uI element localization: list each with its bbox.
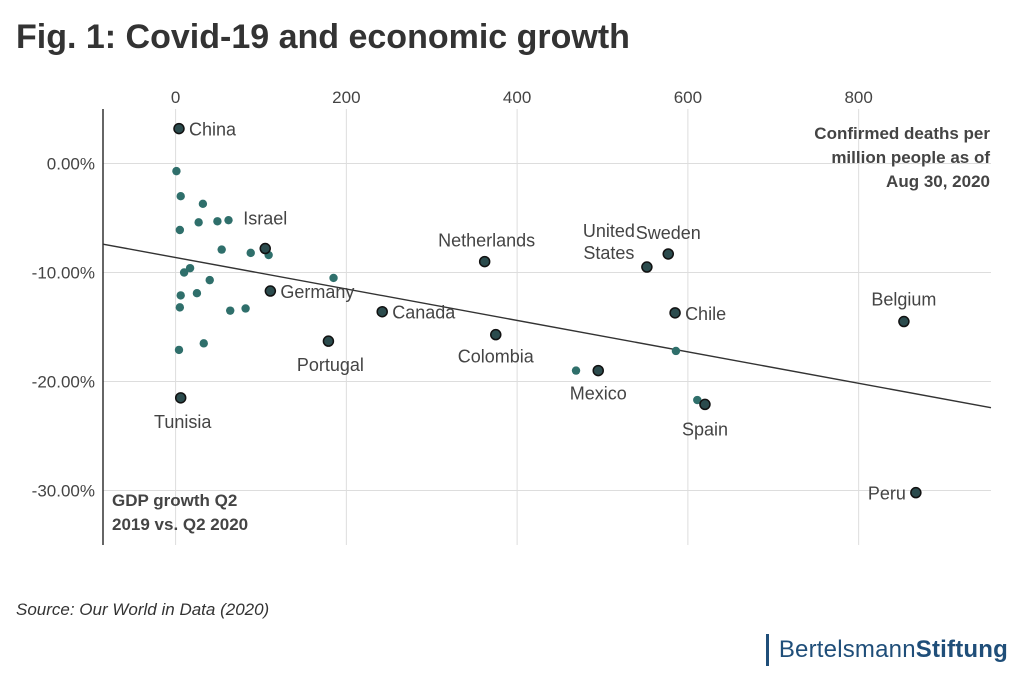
- data-point: [205, 275, 214, 285]
- data-point-highlighted: [173, 122, 185, 135]
- x-tick-label: 200: [332, 88, 360, 107]
- data-point-highlighted: [322, 335, 335, 347]
- data-point: [172, 166, 181, 176]
- data-point-highlighted: [264, 285, 277, 297]
- data-point: [199, 339, 208, 348]
- point-label-line: Chile: [685, 304, 726, 324]
- data-point: [185, 263, 195, 273]
- point-label: Belgium: [871, 290, 936, 310]
- point-label-line: Netherlands: [438, 231, 535, 251]
- data-point-highlighted: [910, 486, 922, 499]
- trendline: [102, 243, 992, 409]
- data-point-highlighted: [478, 255, 491, 268]
- data-point: [194, 218, 203, 227]
- point-label-line: Mexico: [570, 384, 627, 404]
- point-label-line: Israel: [243, 209, 287, 229]
- brand-part-1: Bertelsmann: [778, 636, 916, 663]
- x-axis-title-line: million people as of: [831, 148, 990, 167]
- source-note: Source: Our World in Data (2020): [16, 600, 270, 619]
- point-label: China: [189, 120, 237, 140]
- y-tick-label: 0.00%: [47, 155, 95, 174]
- point-labels: China Israel Germany Portugal Tunisia Netherl…: [154, 120, 936, 504]
- data-point-highlighted: [641, 261, 653, 273]
- y-tick-label: -30.00%: [32, 482, 95, 501]
- data-point-highlighted: [669, 307, 681, 319]
- y-tick-label: -10.00%: [32, 264, 95, 283]
- y-axis-title-line: 2019 vs. Q2 2020: [112, 515, 248, 534]
- brand-bar: [765, 634, 769, 666]
- data-point: [241, 304, 250, 313]
- point-label: Sweden: [636, 223, 701, 243]
- data-point: [198, 199, 208, 209]
- point-label: Israel: [243, 209, 287, 229]
- x-axis-title-line: Aug 30, 2020: [886, 172, 990, 191]
- data-point-highlighted: [699, 398, 711, 411]
- point-label-line: States: [583, 243, 634, 263]
- point-label-line: Spain: [682, 419, 728, 439]
- data-point: [213, 217, 222, 226]
- data-point: [174, 345, 184, 355]
- data-point: [217, 245, 226, 254]
- point-label-line: Germany: [280, 282, 354, 302]
- x-tick-label: 800: [844, 88, 872, 107]
- brand-logo: BertelsmannStiftung: [765, 634, 1008, 666]
- data-point: [329, 273, 338, 283]
- data-point: [571, 366, 581, 375]
- gridlines: [103, 109, 991, 545]
- data-point: [176, 291, 185, 300]
- point-label-line: Belgium: [871, 290, 936, 310]
- data-point-highlighted: [490, 328, 502, 341]
- point-label-line: China: [189, 120, 237, 140]
- point-label-line: Sweden: [636, 223, 701, 243]
- data-point-highlighted: [592, 364, 604, 377]
- data-point-highlighted: [376, 305, 388, 318]
- data-point-highlighted: [898, 315, 910, 328]
- chart-title: Fig. 1: Covid-19 and economic growth: [16, 18, 630, 56]
- brand-text: BertelsmannStiftung: [779, 636, 1008, 664]
- data-point: [179, 268, 189, 277]
- x-tick-label: 400: [503, 88, 531, 107]
- point-label: Germany: [280, 282, 354, 302]
- data-point: [246, 248, 255, 258]
- point-label-line: Portugal: [297, 355, 364, 375]
- point-label-line: Tunisia: [154, 412, 212, 432]
- axis-titles: Confirmed deaths per million people as of…: [112, 124, 990, 534]
- data-point: [226, 306, 235, 315]
- point-label: Peru: [868, 484, 906, 504]
- point-label: Canada: [392, 303, 456, 323]
- data-point: [176, 192, 185, 201]
- x-tick-label: 600: [674, 88, 702, 107]
- data-point-highlighted: [259, 242, 271, 255]
- point-label: United States: [583, 221, 635, 263]
- point-label: Netherlands: [438, 231, 535, 251]
- data-point: [175, 225, 185, 235]
- brand-part-2: Stiftung: [915, 636, 1008, 663]
- axes: 0 200 400 600 800 0.00% -10.00% -20.00% -30.00%: [32, 88, 873, 545]
- point-label: Tunisia: [154, 412, 212, 432]
- trendline-group: [102, 243, 992, 409]
- data-point-highlighted: [174, 392, 187, 404]
- y-tick-label: -20.00%: [32, 373, 95, 392]
- data-points: [172, 122, 922, 499]
- x-axis-title-line: Confirmed deaths per: [814, 124, 990, 143]
- data-point: [671, 346, 681, 356]
- point-label: Spain: [682, 419, 728, 439]
- data-point-highlighted: [662, 248, 674, 260]
- point-label-line: United: [583, 221, 635, 241]
- x-tick-label: 0: [171, 88, 180, 107]
- point-label-line: Canada: [392, 303, 456, 323]
- point-label: Colombia: [458, 347, 535, 367]
- point-label-line: Peru: [868, 484, 906, 504]
- data-point: [192, 289, 202, 298]
- y-axis-title-line: GDP growth Q2: [112, 491, 237, 510]
- point-label: Chile: [685, 304, 726, 324]
- point-label-line: Colombia: [458, 347, 535, 367]
- data-point: [693, 395, 702, 405]
- point-label: Mexico: [570, 384, 627, 404]
- point-label: Portugal: [297, 355, 364, 375]
- data-point: [224, 215, 233, 225]
- data-point: [175, 303, 185, 312]
